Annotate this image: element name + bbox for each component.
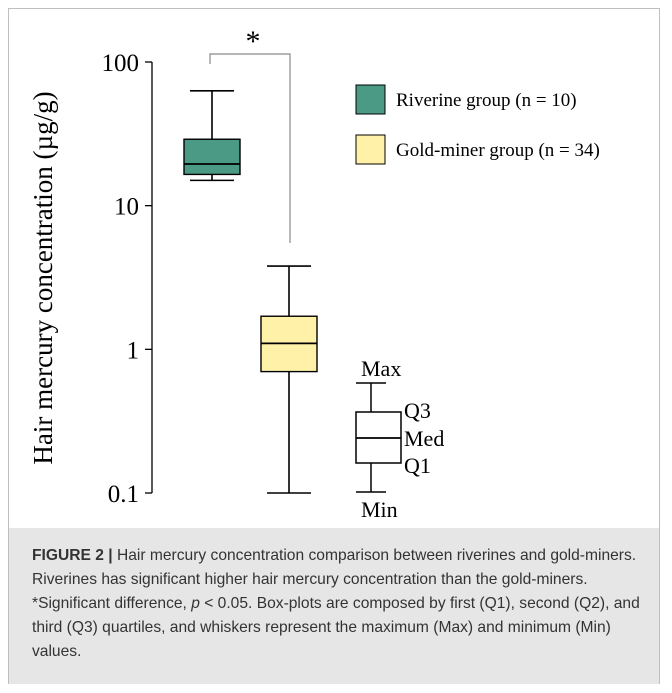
figure-frame: [8, 8, 660, 684]
iqr-box: [183, 138, 241, 176]
significance-bracket: [209, 53, 291, 243]
y-tick-label: 1: [127, 337, 140, 364]
caption-figure-label: FIGURE 2 |: [32, 547, 113, 564]
legend-label-riverine: Riverine group (n = 10): [396, 90, 577, 111]
caption-text-before-p: Hair mercury concentration comparison be…: [32, 547, 637, 612]
box-plot-chart: 100 10 1 0.1 Hair mercury concentration (µg…: [28, 25, 600, 522]
key-box: Max Q3 Med Q1 Min: [355, 356, 444, 522]
boxes: [183, 90, 318, 494]
legend-swatch-gold-miner: [355, 134, 386, 165]
legend-swatch-riverine: [355, 84, 386, 115]
key-label-max: Max: [361, 356, 401, 381]
key-label-min: Min: [361, 497, 398, 522]
y-axis-label: Hair mercury concentration (µg/g): [28, 91, 58, 464]
caption-text-after-p: < 0.05. Box-plots are composed by first …: [32, 595, 640, 660]
key-label-q1: Q1: [404, 453, 431, 478]
significance-star: *: [246, 25, 261, 58]
key-label-median: Med: [404, 426, 444, 451]
legend-label-gold-miner: Gold-miner group (n = 34): [396, 140, 600, 161]
y-ticks: 100 10 1 0.1: [102, 50, 152, 508]
box-gold-miner: [260, 265, 318, 494]
box-riverine: [183, 90, 241, 182]
figure-caption: FIGURE 2 | Hair mercury concentration co…: [32, 544, 642, 664]
y-tick-label: 0.1: [108, 481, 139, 508]
caption-panel: [9, 528, 659, 684]
y-tick-label: 100: [102, 50, 140, 77]
legend: Riverine group (n = 10) Gold-miner group…: [355, 84, 600, 165]
key-label-q3: Q3: [404, 398, 431, 423]
caption-p-symbol: p: [191, 595, 200, 612]
y-tick-label: 10: [114, 194, 139, 221]
